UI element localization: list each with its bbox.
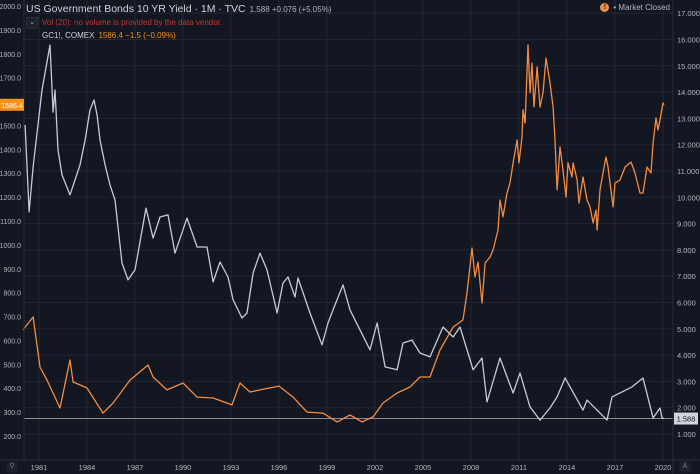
right-axis-tick-label: 8.000 (677, 246, 696, 255)
right-axis-tick-label: 7.000 (677, 272, 696, 281)
left-axis-tick-label: 2000.0 (0, 4, 21, 11)
left-price-badge-label: 1586.4 (1, 103, 23, 110)
x-axis-tick-label: 1984 (79, 463, 96, 472)
left-axis-tick-label: 1000.0 (0, 243, 21, 250)
left-axis-tick-label: 800.0 (3, 291, 21, 298)
right-axis-tick-label: 5.000 (677, 325, 696, 334)
right-axis-tick-label: 15.000 (677, 62, 700, 71)
x-axis-tick-label: 2005 (415, 463, 432, 472)
x-axis-tick-label: 2017 (607, 463, 624, 472)
right-axis-tick-label: 10.000 (677, 193, 700, 202)
right-axis-tick-label: 4.000 (677, 351, 696, 360)
right-axis-tick-label: 14.000 (677, 88, 700, 97)
left-axis-tick-label: 300.0 (3, 410, 21, 417)
right-axis-tick-label: 9.000 (677, 220, 696, 229)
series-lines (22, 44, 673, 423)
x-axis-tick-label: 2014 (559, 463, 576, 472)
warning-icon[interactable]: ! (600, 3, 610, 12)
right-axis-tick-label: 3.000 (677, 377, 696, 386)
gold-series-line (22, 44, 665, 423)
left-axis-tick-label: 600.0 (3, 338, 21, 345)
x-axis-tick-label: 2008 (463, 463, 480, 472)
right-axis-tick-label: 11.000 (677, 167, 699, 176)
left-axis-tick-label: 1300.0 (0, 171, 21, 178)
compare-symbol[interactable]: GC1!, COMEX (42, 31, 95, 40)
auto-scale-button[interactable]: A (679, 461, 691, 473)
right-axis-tick-label: 12.000 (677, 141, 700, 150)
left-axis-tick-label: 500.0 (3, 362, 21, 369)
symbol-title[interactable]: US Government Bonds 10 YR Yield · 1M · T… (26, 3, 246, 15)
right-price-badge-label: 1.588 (677, 415, 696, 424)
left-axis-tick-label: 1500.0 (0, 123, 21, 130)
market-status-label: • Market Closed (613, 3, 670, 12)
right-axis-tick-label: 13.000 (677, 114, 700, 123)
x-axis-tick-label: 1987 (127, 463, 144, 472)
volume-notice: Vol (20): no volume is provided by the d… (42, 18, 223, 27)
x-axis-tick-label: 2002 (367, 463, 384, 472)
yield-series-line (24, 44, 665, 421)
right-axis-tick-label: 2.000 (677, 404, 696, 413)
right-axis-tick-label: 16.000 (677, 36, 700, 45)
chart-legend: US Government Bonds 10 YR Yield · 1M · T… (26, 3, 331, 42)
left-axis-tick-label: 400.0 (3, 386, 21, 393)
left-price-badge (0, 98, 24, 111)
right-price-badge (674, 412, 698, 425)
grid-lines (24, 0, 673, 460)
x-axis-tick-label: 1990 (175, 463, 192, 472)
symbol-values: 1.588 +0.076 (+5.05%) (249, 5, 332, 14)
left-axis-tick-label: 1400.0 (0, 147, 21, 154)
left-axis-tick-label: 1700.0 (0, 76, 21, 83)
x-axis-tick-label: 1993 (223, 463, 240, 472)
left-axis-tick-label: 1200.0 (0, 195, 21, 202)
x-axis-tick-label: 2020 (655, 463, 672, 472)
left-axis-tick-label: 1800.0 (0, 52, 21, 59)
left-axis-tick-label: 1100.0 (0, 219, 21, 226)
compare-values: 1586.4 −1.5 (−0.09%) (98, 31, 176, 40)
left-axis-tick-label: 200.0 (3, 434, 21, 441)
market-status: ! • Market Closed (600, 3, 670, 12)
goto-date-button[interactable]: ⚲ (6, 461, 18, 473)
left-axis-tick-label: 1900.0 (0, 28, 21, 35)
x-axis-tick-label: 1999 (319, 463, 336, 472)
left-axis-tick-label: 700.0 (3, 315, 21, 322)
right-axis-tick-label: 17.000 (677, 9, 700, 18)
x-axis-tick-label: 1996 (271, 463, 288, 472)
right-axis-tick-label: 6.000 (677, 299, 696, 308)
right-axis-tick-label: 1.000 (677, 430, 696, 439)
x-axis-tick-label: 1981 (31, 463, 48, 472)
left-axis-tick-label: 900.0 (3, 267, 21, 274)
chevron-down-icon[interactable]: ⌄ (26, 16, 38, 29)
x-axis-tick-label: 2011 (511, 463, 527, 472)
